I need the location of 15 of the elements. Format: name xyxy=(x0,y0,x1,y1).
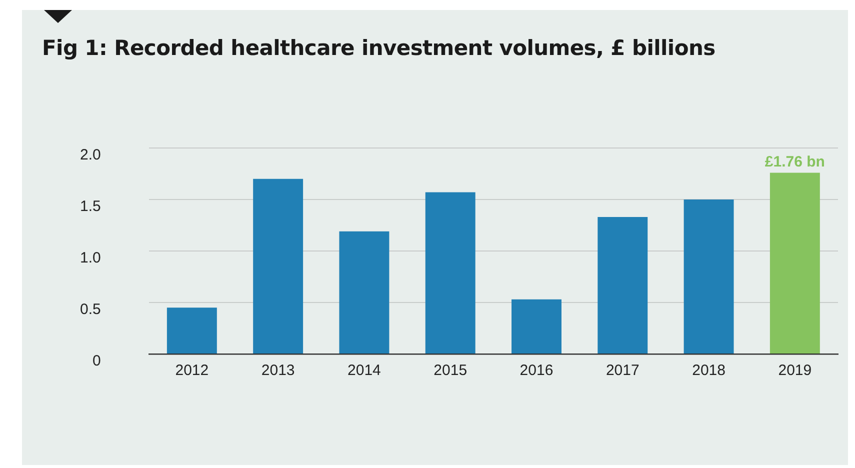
chart-title: Fig 1: Recorded healthcare investment volumes, £ billions xyxy=(42,36,716,60)
x-tick-label: 2015 xyxy=(434,362,468,380)
y-tick-label: 2.0 xyxy=(80,146,101,164)
data-label: £1.76 bn xyxy=(764,153,825,170)
x-tick-label: 2018 xyxy=(692,362,726,380)
x-tick-label: 2016 xyxy=(520,362,554,380)
y-tick-label: 0 xyxy=(92,352,101,370)
x-tick-label: 2012 xyxy=(175,362,209,380)
y-tick-label: 1.0 xyxy=(80,250,101,267)
x-tick-label: 2017 xyxy=(606,362,640,380)
y-tick-label: 1.5 xyxy=(80,198,101,216)
x-tick-label: 2019 xyxy=(778,362,812,380)
y-tick-label: 0.5 xyxy=(80,301,101,318)
x-tick-label: 2013 xyxy=(261,362,295,380)
x-tick-label: 2014 xyxy=(348,362,381,380)
